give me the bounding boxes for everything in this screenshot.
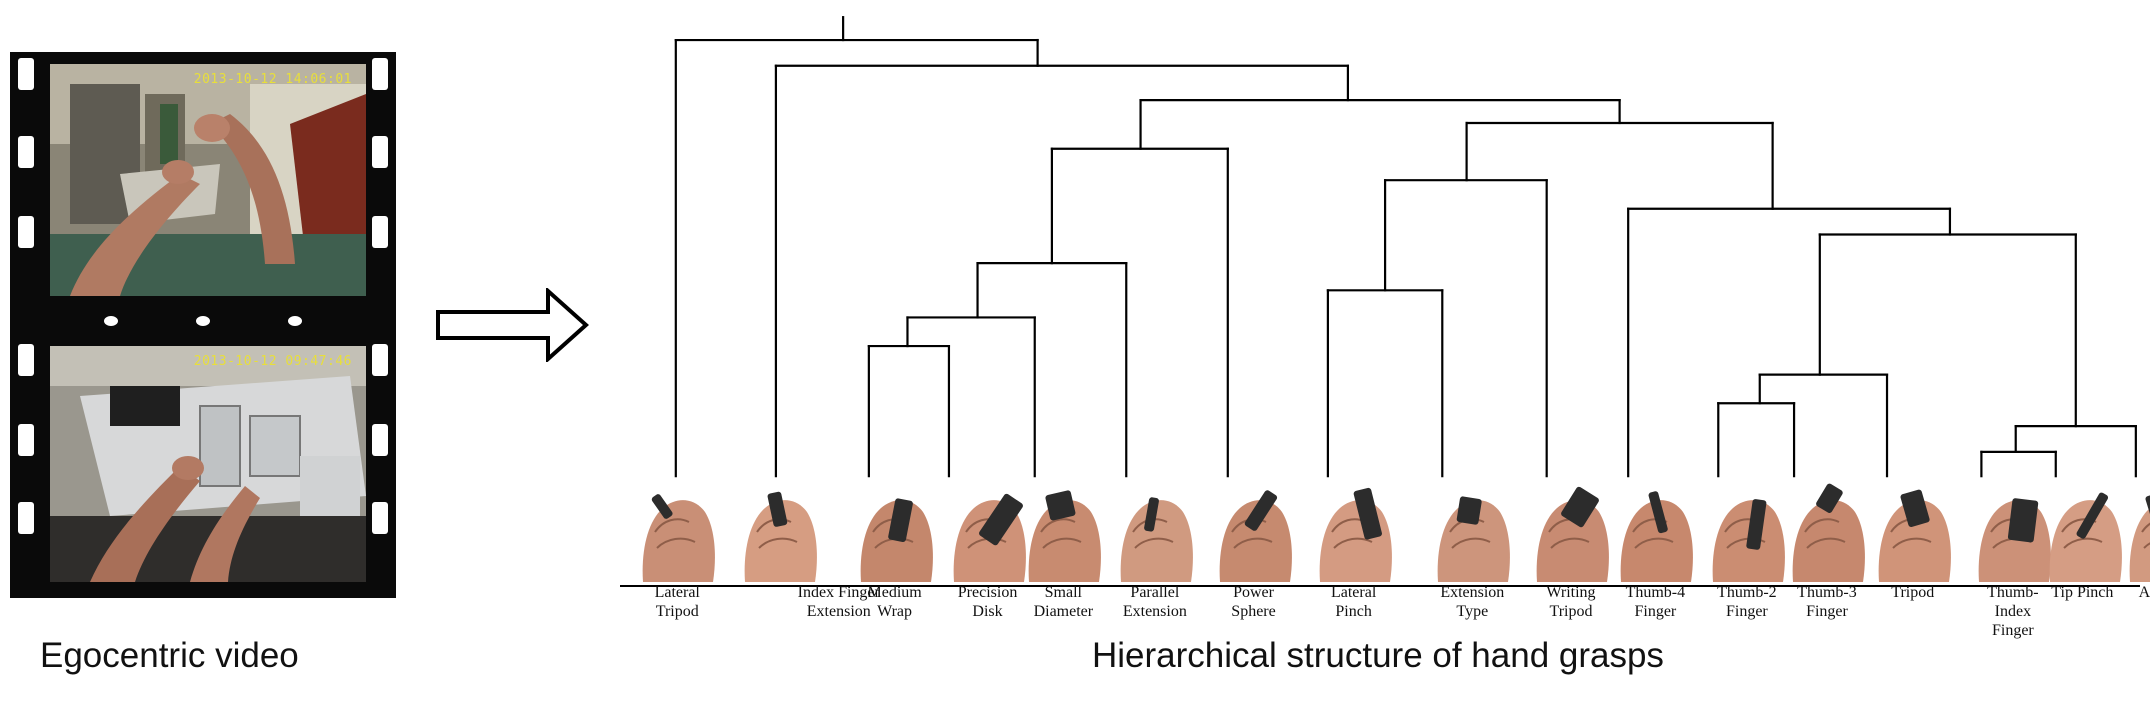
grasp-dendrogram: Lateral Tripod Index Finger Extension Medi… <box>600 10 2150 690</box>
grasp-label: Extension Type <box>1440 584 1505 620</box>
hand-grasp-image <box>1536 486 1609 582</box>
hand-grasp-image <box>953 493 1026 582</box>
sprocket-hole <box>18 502 34 534</box>
sprocket-hole <box>372 344 388 376</box>
sprocket-hole <box>18 216 34 248</box>
hand-grasp-image <box>1319 487 1392 582</box>
grasp-label: Power Sphere <box>1231 584 1276 620</box>
hand-grasp-image <box>860 498 933 582</box>
hand-grasp-image <box>642 494 716 582</box>
assembly-scene-image <box>50 346 366 582</box>
video-frame-2: 2013-10-12 09:47:46 <box>50 346 366 582</box>
hand-grasp-image <box>1437 496 1511 582</box>
grasp-label: Adduction <box>2138 584 2150 601</box>
hand-grasp-image <box>1620 491 1694 582</box>
sprocket-hole <box>372 58 388 90</box>
video-frame-1: 2013-10-12 14:06:01 <box>50 64 366 296</box>
hand-grasp-image <box>1978 498 2051 582</box>
grasp-label: Thumb- Index Finger <box>1987 584 2039 639</box>
baseline <box>620 585 2140 587</box>
grasp-label: Thumb-4 Finger <box>1625 584 1686 620</box>
hand-grasp-image <box>744 491 817 582</box>
sprocket-hole <box>18 424 34 456</box>
grasp-label: Medium Wrap <box>867 584 922 620</box>
sprocket-hole <box>18 344 34 376</box>
grasp-label: Lateral Pinch <box>1330 584 1377 620</box>
sprocket-hole <box>18 58 34 90</box>
grasp-label: Tip Pinch <box>2051 584 2114 601</box>
left-caption: Egocentric video <box>40 636 299 675</box>
grasp-label: Index Finger Extension <box>797 584 880 620</box>
timestamp-overlay: 2013-10-12 09:47:46 <box>193 354 352 369</box>
film-dot <box>288 316 302 326</box>
hand-grasp-image <box>2130 493 2150 582</box>
hand-grasp-image <box>1792 483 1865 582</box>
grasp-label: Precision Disk <box>957 584 1018 620</box>
grasp-label: Tripod <box>1891 584 1935 601</box>
grasp-label: Parallel Extension <box>1122 584 1187 620</box>
film-dot <box>104 316 118 326</box>
sprocket-hole <box>18 136 34 168</box>
film-dot <box>196 316 210 326</box>
hand-grasp-image <box>1028 490 1102 582</box>
hand-grasp-image <box>1219 490 1292 582</box>
film-strip: 2013-10-12 14:06:01 2013-10-12 09:47:46 <box>10 52 396 598</box>
hand-grasp-image <box>2049 492 2123 582</box>
grasp-label: Small Diameter <box>1033 584 1094 620</box>
hand-grasp-image <box>1878 489 1951 582</box>
workshop-scene-image <box>50 64 366 296</box>
hand-grasp-image <box>1712 499 1785 582</box>
sprocket-hole <box>372 216 388 248</box>
hand-grasp-image <box>1120 497 1193 582</box>
grasp-label: Writing Tripod <box>1546 584 1596 620</box>
grasp-label: Thumb-2 Finger <box>1717 584 1777 620</box>
grasp-label: Lateral Tripod <box>654 584 700 620</box>
timestamp-overlay: 2013-10-12 14:06:01 <box>193 72 352 87</box>
grasp-label: Thumb-3 Finger <box>1797 584 1857 620</box>
right-arrow-icon <box>436 288 589 362</box>
sprocket-hole <box>372 136 388 168</box>
right-caption: Hierarchical structure of hand grasps <box>1092 636 1664 675</box>
sprocket-hole <box>372 502 388 534</box>
sprocket-hole <box>372 424 388 456</box>
dendrogram-tree <box>674 16 2137 478</box>
